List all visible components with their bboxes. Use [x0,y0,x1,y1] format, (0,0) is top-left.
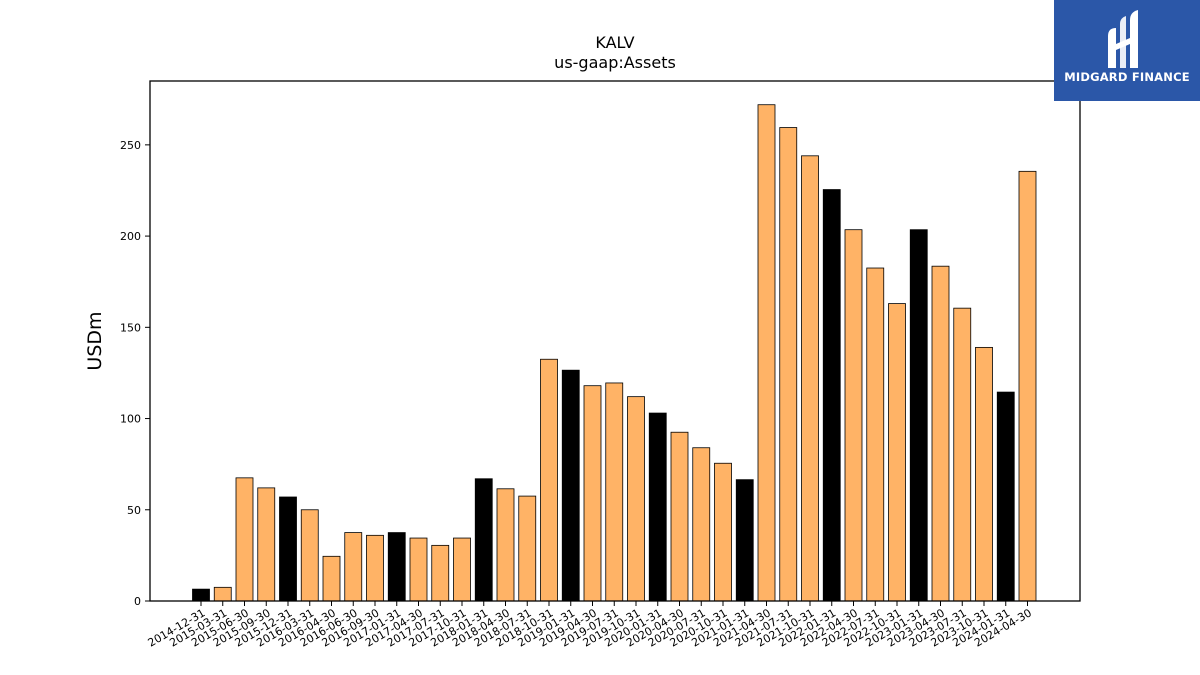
plot-area-frame [149,80,1081,602]
midgard-logo-icon [1108,10,1138,68]
bar [844,229,863,602]
y-ticks-group: 0 50 100 150 200 250 [120,139,150,608]
bar [431,544,450,602]
bar [409,537,428,602]
bar [322,555,341,602]
bar [801,155,819,602]
brand-logo: MIDGARD FINANCE [1054,0,1200,101]
bar [779,127,798,602]
bar [996,391,1015,602]
bar [648,412,667,602]
bar [670,431,689,602]
x-ticks-group: 2014-12-312015-03-312015-06-302015-09-30… [146,601,1034,650]
bar [931,265,950,602]
bar [888,303,906,602]
bar [953,307,972,602]
bar [909,229,928,602]
bar [1018,170,1037,602]
bar [540,358,558,602]
bar [235,477,254,602]
bar [474,478,493,602]
brand-name: MIDGARD FINANCE [1064,70,1190,84]
bar [866,267,885,602]
bar [735,479,754,602]
bar [822,189,841,602]
bar [518,495,537,602]
y-axis-label: USDm [84,311,106,370]
y-tick-label: 100 [120,413,141,426]
y-tick-label: 150 [120,321,141,334]
bar [714,462,732,602]
y-tick-label: 200 [120,230,141,243]
bar [605,382,624,602]
bar [453,537,471,602]
chart-title: KALV [595,33,634,52]
bar [257,487,276,602]
bar [757,104,776,602]
bar [366,534,384,602]
bar [692,447,711,602]
chart-subtitle: us-gaap:Assets [554,53,676,72]
bar [975,346,993,602]
bar [387,532,406,602]
bar [627,396,645,602]
bar [279,496,297,602]
bar [561,369,580,602]
bar [213,586,232,602]
bar [300,509,319,602]
y-tick-label: 250 [120,139,141,152]
bar [344,532,363,602]
bar [583,385,602,602]
y-tick-label: 0 [134,595,141,608]
bar [192,588,210,602]
bar [496,488,515,602]
y-tick-label: 50 [127,504,141,517]
bars-group [192,104,1037,602]
